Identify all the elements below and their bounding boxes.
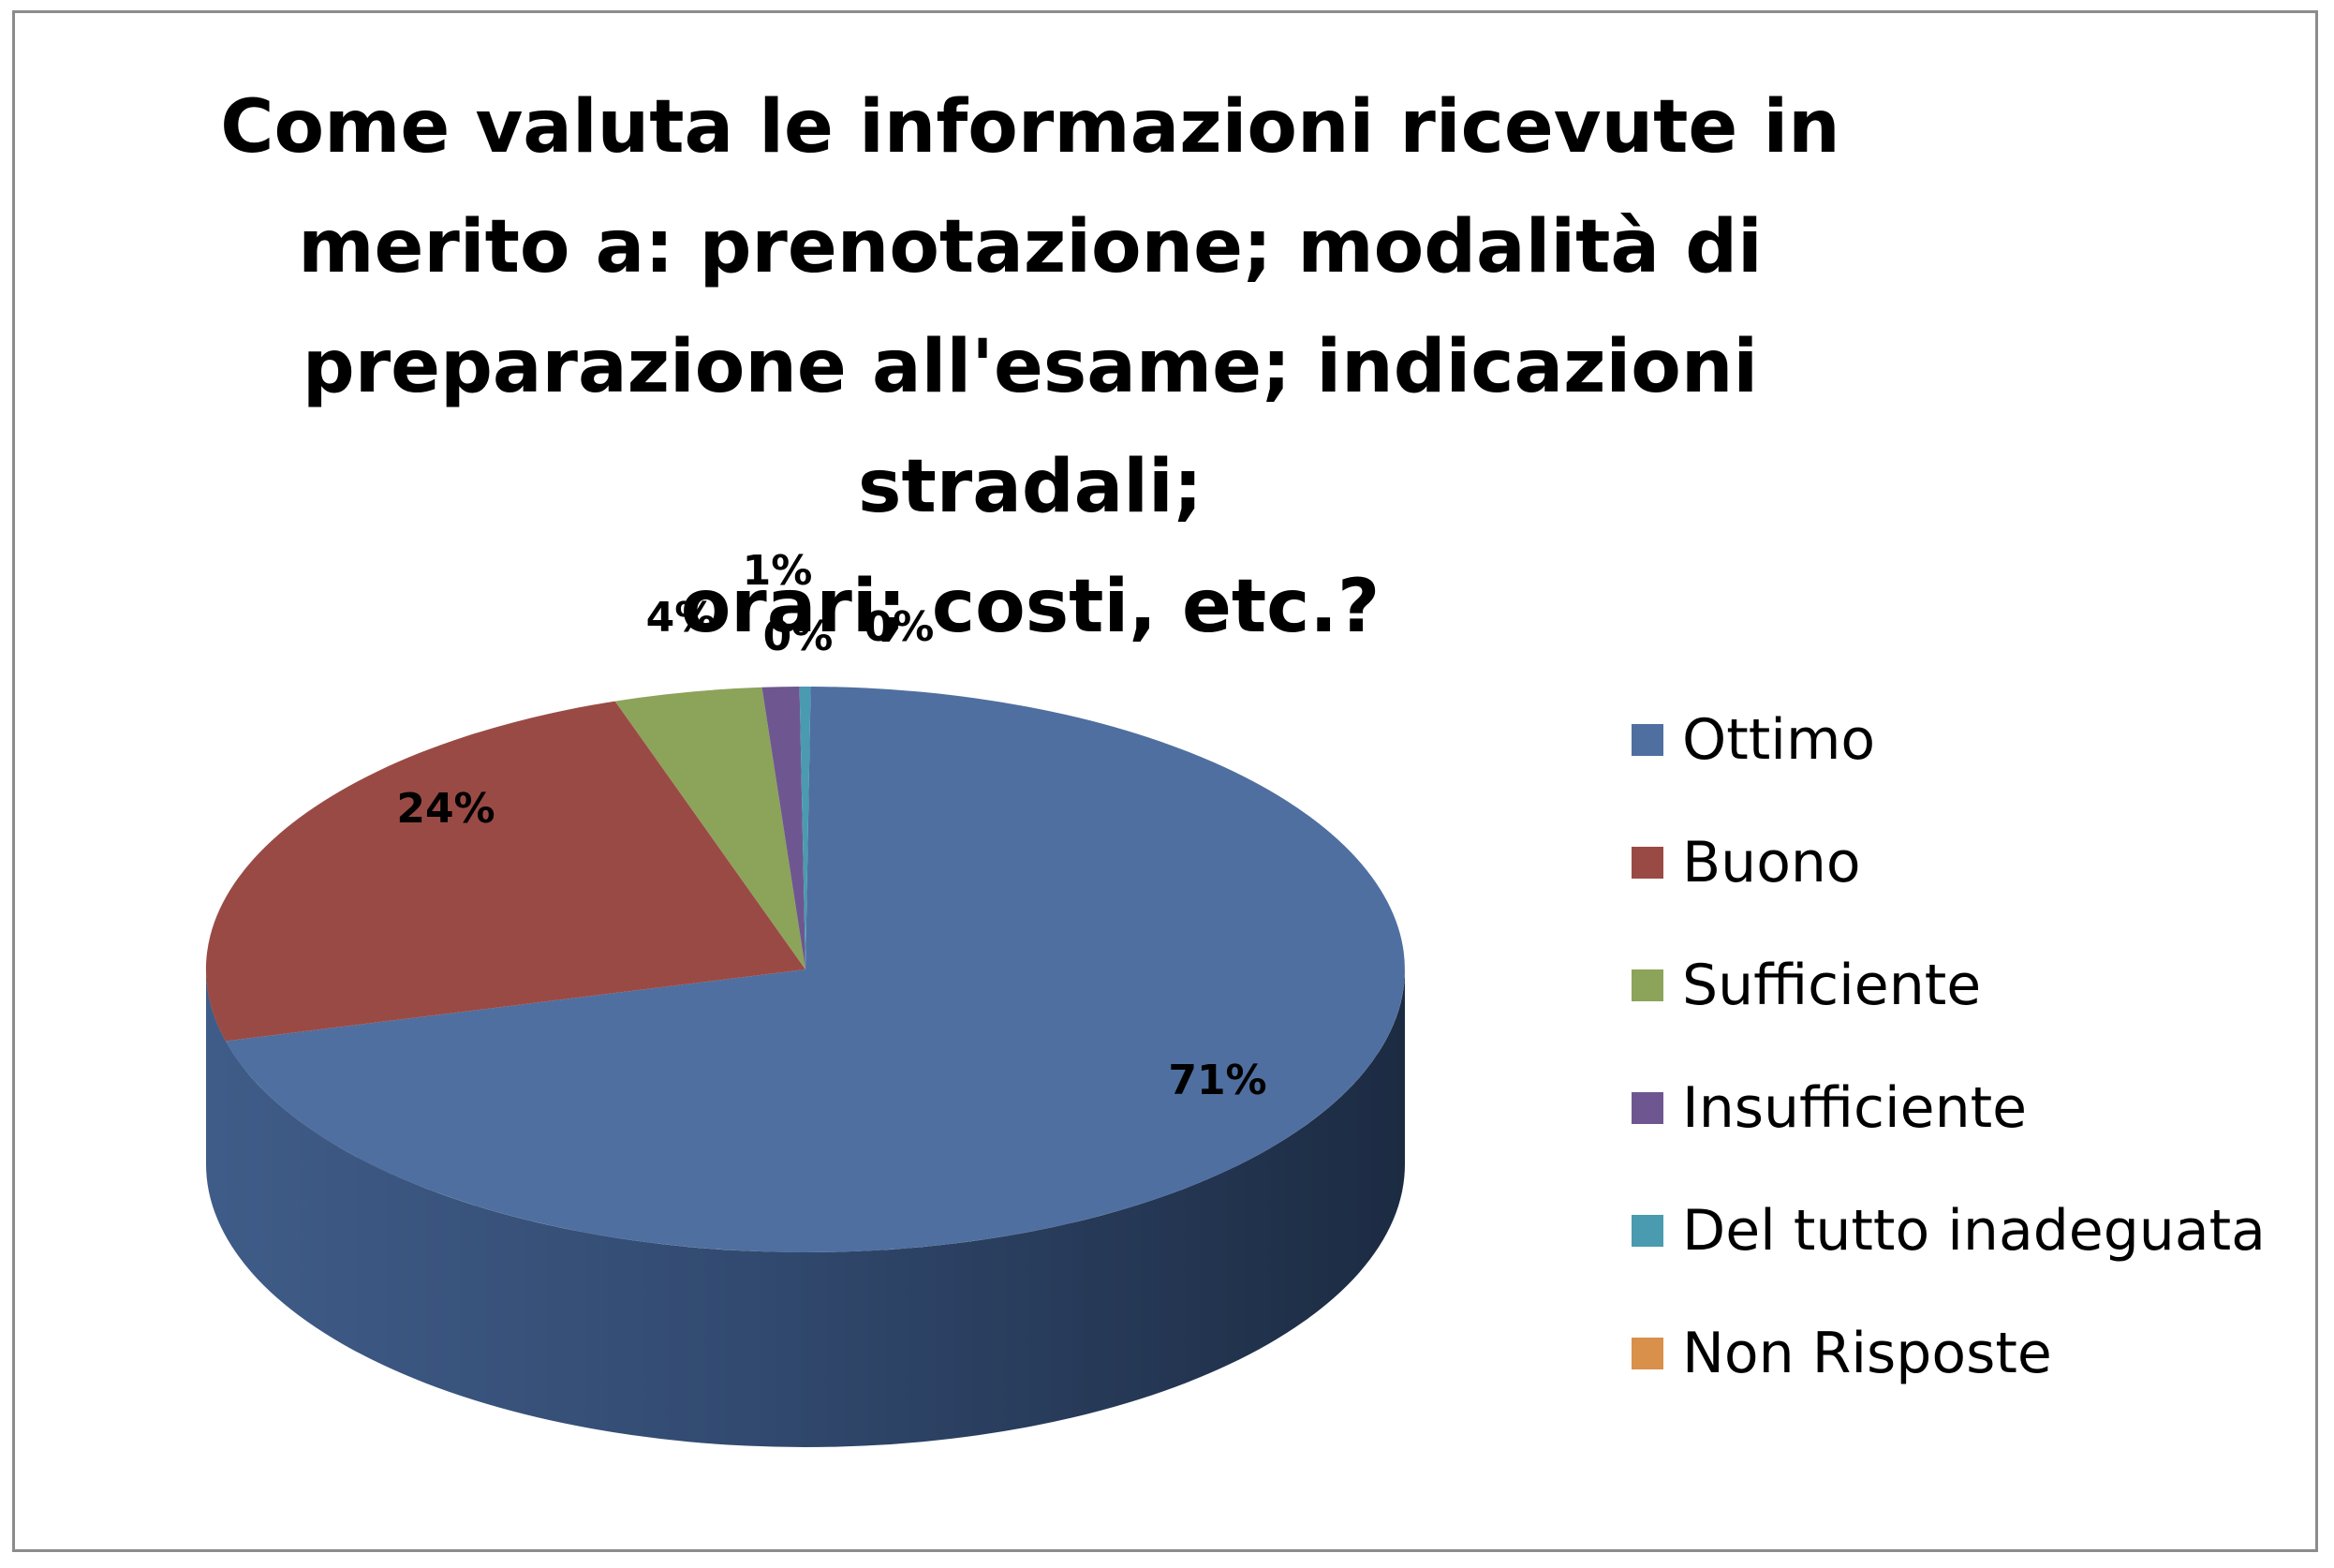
legend-item-buono: Buono [1632,801,2266,924]
pie-side-ottimo [206,969,1405,1447]
chart-legend: Ottimo Buono Sufficiente Insufficiente Del t… [1632,678,2266,1414]
data-label-del-tutto-inadeguata: 0% [763,613,834,660]
pie-side-wall [206,969,1405,1447]
data-label-buono: 24% [396,785,495,833]
legend-item-insufficiente: Insufficiente [1632,1046,2266,1169]
legend-swatch-non-risposte [1632,1337,1663,1369]
data-label-non-risposte: 0% [864,603,935,651]
legend-swatch-del-tutto-inadeguata [1632,1214,1663,1247]
legend-item-non-risposte: Non Risposte [1632,1292,2266,1414]
data-label-insufficiente: 1% [743,547,813,595]
legend-label-buono: Buono [1682,829,1861,895]
legend-swatch-sufficiente [1632,969,1663,1001]
chart-title: Come valuta le informazioni ricevute in … [220,85,1840,649]
pie-slice-ottimo [225,687,1405,1252]
pie-slice-insufficiente [761,687,805,969]
legend-item-sufficiente: Sufficiente [1632,924,2266,1046]
legend-label-ottimo: Ottimo [1682,706,1876,773]
legend-label-sufficiente: Sufficiente [1682,952,1982,1018]
data-label-ottimo: 71% [1168,1057,1266,1104]
legend-item-del-tutto-inadeguata: Del tutto inadeguata [1632,1169,2266,1292]
pie-slice-buono [205,701,805,1042]
legend-label-del-tutto-inadeguata: Del tutto inadeguata [1682,1197,2266,1264]
legend-swatch-buono [1632,846,1663,879]
data-label-sufficiente: 4% [646,594,716,642]
legend-label-insufficiente: Insufficiente [1682,1074,2028,1141]
legend-item-ottimo: Ottimo [1632,678,2266,801]
pie-data-labels: 71% 24% 4% 1% 0% 0% [396,547,1266,1104]
pie-slice-sufficiente [614,687,805,969]
pie-slice-del-tutto-inadeguata [799,686,811,969]
legend-swatch-ottimo [1632,723,1663,756]
pie-slices [205,686,1405,1252]
legend-swatch-insufficiente [1632,1091,1663,1124]
legend-label-non-risposte: Non Risposte [1682,1320,2052,1386]
